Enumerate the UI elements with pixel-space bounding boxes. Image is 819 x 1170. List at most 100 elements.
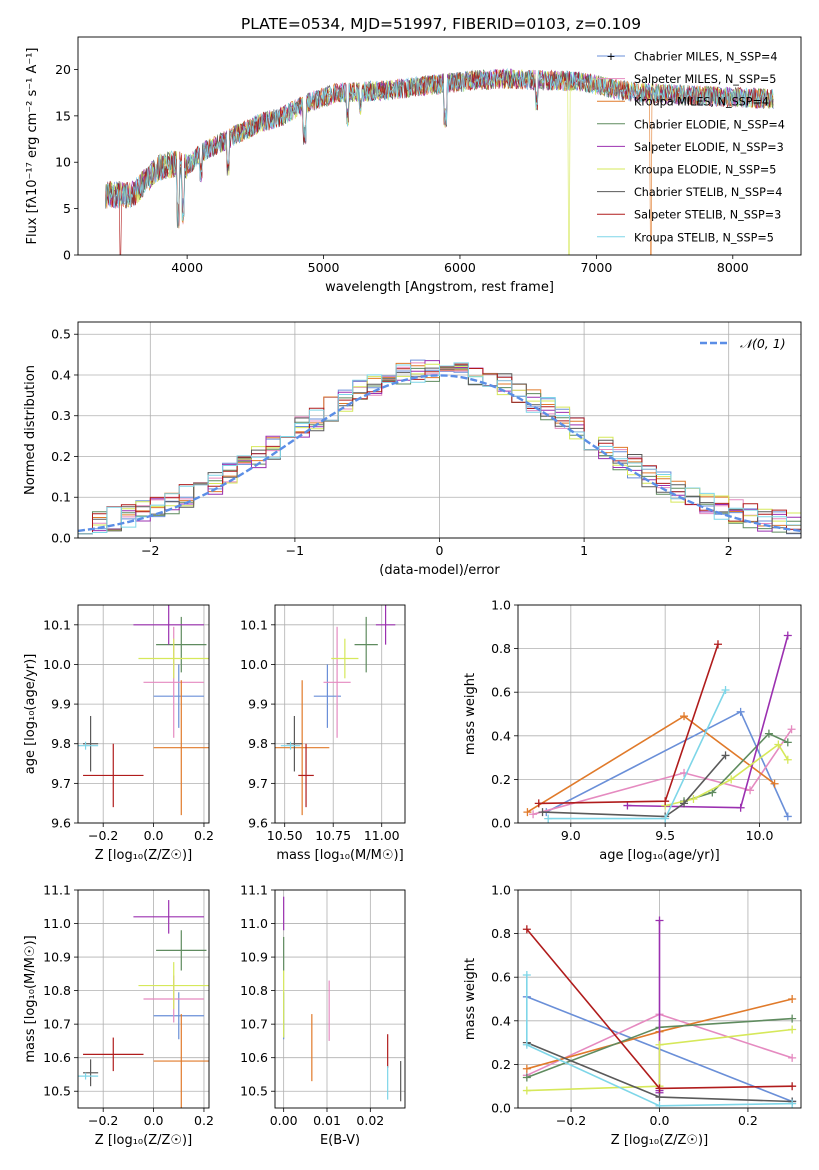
y-tick-label: 1.0 [491,883,511,898]
y-tick-label: 5 [63,201,71,216]
y-tick-label: 0.2 [491,1057,511,1072]
y-tick-label: 15 [55,108,71,123]
point-marker-krou_stelib [522,1040,531,1049]
y-tick-label: 10 [55,155,71,170]
panel-spectrum: 4000 5000 6000 7000 8000 0 5 10 15 20 wavelength [… [25,36,802,295]
x-axis-label: Z [log₁₀(Z/Z☉)] [95,848,192,863]
legend-label: Chabrier MILES, N_SSP=4 [634,51,777,64]
point-marker-krou_elodie [522,1086,531,1095]
y-tick-label: 10.6 [240,1050,268,1065]
point-marker-salp_elodie [736,803,745,812]
y-axis-label: Flux [fλ10⁻¹⁷ erg cm⁻² s⁻¹ A⁻¹] [25,48,40,245]
legend-label: 𝒩(0, 1) [740,336,786,351]
legend-marker: + [606,50,615,63]
y-tick-label: 10.0 [43,657,71,672]
point-marker-chab_miles [783,812,792,821]
x-tick-label: 9.0 [561,828,581,843]
point-marker-chab_miles [736,707,745,716]
x-tick-label: −1 [286,543,304,558]
panel-mass_vs_Z: −0.2 0.0 0.2 10.5 10.6 10.7 10.8 10.9 11.0 11.1 Z … [23,883,214,1149]
spectrum-line-salp_stelib [105,69,774,255]
point-marker-krou_miles [788,995,797,1003]
point-marker-salp_miles [746,786,755,795]
x-tick-label: 5000 [308,260,340,275]
y-tick-label: 0.0 [51,531,71,546]
y-tick-label: 9.9 [51,697,71,712]
point-marker-krou_elodie [783,755,792,764]
y-tick-label: 9.9 [248,697,268,712]
spectrum-line-chab_stelib [105,69,774,228]
point-marker-salp_miles [787,725,796,734]
series-line-krou_elodie [526,1028,793,1092]
point-marker-chab_elodie [783,738,792,747]
point-marker-krou_elodie [655,1040,664,1049]
legend-label: Kroupa STELIB, N_SSP=5 [634,231,774,244]
x-axis-label: Z [log₁₀(Z/Z☉)] [95,1133,192,1148]
plot-area [105,67,774,255]
axes-frame [274,604,406,824]
y-tick-label: 9.7 [51,776,71,791]
y-tick-label: 10.1 [43,617,71,632]
x-tick-label: 10.0 [746,828,774,843]
series-line-krou_miles [526,715,776,813]
axes-frame [77,321,802,539]
axes-frame [77,604,210,824]
panel-mass_vs_ebv: 0.00 0.01 0.02 10.5 10.6 10.7 10.8 10.9 11.0 11.1… [240,883,406,1148]
plot-area [275,605,396,816]
x-tick-label: −0.2 [556,1113,586,1128]
x-tick-label: 4000 [171,260,203,275]
x-axis-label: (data-model)/error [379,563,500,578]
point-marker-krou_stelib [655,1101,664,1108]
point-marker-salp_elodie [783,631,792,640]
point-marker-krou_stelib [721,686,730,695]
legend-label: Salpeter STELIB, N_SSP=3 [634,209,781,222]
plot-area [78,900,209,1108]
x-tick-label: 8000 [717,260,749,275]
y-tick-label: 0.5 [51,327,71,342]
y-tick-label: 10.9 [43,950,71,965]
point-marker-chab_stelib [655,1093,664,1102]
point-marker-salp_stelib [655,1084,664,1093]
ticks: 10.50 10.75 11.00 9.6 9.7 9.8 9.9 10.0 10.1 [240,605,405,843]
point-marker-salp_stelib [522,925,531,934]
point-marker-krou_stelib [544,814,553,823]
x-axis-label: E(B-V) [320,1133,360,1148]
y-tick-label: 11.1 [240,883,268,898]
panel-weight_vs_Z: −0.2 0.0 0.2 0.0 0.2 0.4 0.6 0.8 1.0 Z [log₁₀(Z/Z… [463,883,802,1148]
y-tick-label: 10.7 [43,1017,71,1032]
x-tick-label: 0.0 [144,1113,164,1128]
y-tick-label: 9.7 [248,776,268,791]
y-tick-label: 0.0 [491,816,511,831]
point-marker-salp_elodie [623,801,632,810]
point-marker-chab_elodie [788,1014,797,1023]
y-tick-label: 10.0 [240,657,268,672]
point-marker-krou_elodie [689,795,698,804]
ticks: −0.2 0.0 0.2 10.5 10.6 10.7 10.8 10.9 11.0 11.1 [43,883,214,1129]
point-marker-krou_stelib [661,814,670,823]
y-axis-label: mass [log₁₀(M/M☉)] [23,935,38,1062]
series-line-krou_stelib [548,689,727,820]
x-axis-label: mass [log₁₀(M/M☉)] [276,848,403,863]
histogram-krou_stelib [78,362,801,538]
gaussian-reference-curve [78,374,801,533]
x-tick-label: 0.2 [194,1113,214,1128]
plot-area [522,916,797,1108]
point-marker-salp_miles [529,810,538,819]
point-marker-krou_miles [680,712,689,721]
y-tick-label: 11.0 [240,916,268,931]
y-tick-label: 0.6 [491,970,511,985]
x-tick-label: 0.2 [738,1113,758,1128]
point-marker-salp_stelib [661,797,670,806]
x-tick-label: −0.2 [88,828,118,843]
figure-title: PLATE=0534, MJD=51997, FIBERID=0103, z=0… [241,15,641,33]
x-tick-label: 0.0 [144,828,164,843]
point-marker-krou_elodie [788,1025,797,1034]
x-tick-label: 0.2 [194,828,214,843]
y-tick-label: 10.5 [240,1084,268,1099]
x-tick-label: 2 [725,543,733,558]
legend-label: Salpeter MILES, N_SSP=5 [634,73,776,86]
point-marker-krou_miles [770,779,779,788]
x-tick-label: 0 [436,543,444,558]
y-tick-label: 0.4 [491,728,511,743]
y-tick-label: 10.9 [240,950,268,965]
